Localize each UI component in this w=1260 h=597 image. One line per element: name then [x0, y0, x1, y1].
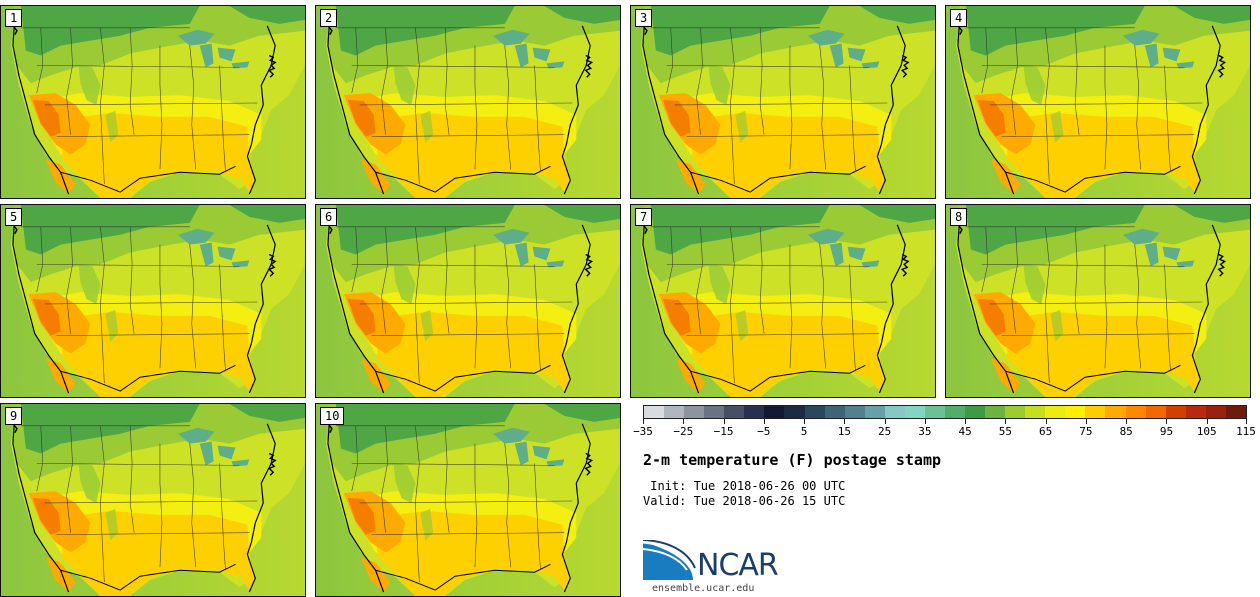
temperature-colorbar: [643, 405, 1247, 419]
colorbar-swatch: [1085, 406, 1106, 418]
colorbar-tick-label: 115: [1236, 425, 1256, 438]
colorbar-swatch: [844, 406, 865, 418]
colorbar-tick-label: 85: [1119, 425, 1133, 438]
colorbar-tick-label: −15: [713, 425, 734, 438]
ensemble-member-map-5[interactable]: 5: [0, 204, 306, 398]
colorbar-tick: [844, 419, 846, 424]
member-number-label: 8: [950, 208, 968, 226]
member-number-label: 7: [635, 208, 653, 226]
colorbar-swatch: [724, 406, 745, 418]
ensemble-member-map-2[interactable]: 2: [315, 5, 621, 199]
colorbar-tick-label: 15: [837, 425, 851, 438]
colorbar-tick-label: 35: [918, 425, 932, 438]
colorbar-swatch: [824, 406, 845, 418]
colorbar-tick: [924, 419, 926, 424]
colorbar-tick: [1085, 419, 1087, 424]
colorbar-tick-label: 95: [1159, 425, 1174, 438]
ensemble-member-map-8[interactable]: 8: [945, 204, 1251, 398]
chart-title: 2-m temperature (F) postage stamp: [643, 451, 942, 469]
colorbar-swatch: [644, 406, 665, 418]
colorbar-swatch: [884, 406, 905, 418]
colorbar-tick: [965, 419, 967, 424]
ensemble-member-map-6[interactable]: 6: [315, 204, 621, 398]
colorbar-tick-label: 75: [1079, 425, 1093, 438]
member-number-label: 6: [320, 208, 338, 226]
colorbar-tick-label: 25: [877, 425, 892, 438]
colorbar-tick: [723, 419, 725, 424]
colorbar-tick: [1126, 419, 1128, 424]
colorbar-tick: [804, 419, 806, 424]
colorbar-tick-label: −5: [757, 425, 771, 438]
colorbar-tick: [683, 419, 685, 424]
colorbar-swatch: [904, 406, 925, 418]
colorbar-tick: [1206, 419, 1208, 424]
colorbar-swatch: [1205, 406, 1226, 418]
colorbar-swatch: [864, 406, 885, 418]
ensemble-member-map-10[interactable]: 10: [315, 403, 621, 597]
colorbar-swatch: [1105, 406, 1126, 418]
colorbar-swatch: [1025, 406, 1046, 418]
colorbar-tick-label: −35: [633, 425, 653, 438]
colorbar-swatch: [784, 406, 805, 418]
colorbar-swatch: [1125, 406, 1146, 418]
ncar-logo-text: NCAR: [697, 548, 779, 583]
colorbar-tick-label: 105: [1196, 425, 1217, 438]
ensemble-member-map-4[interactable]: 4: [945, 5, 1251, 199]
colorbar-swatch: [804, 406, 825, 418]
member-number-label: 1: [5, 9, 23, 27]
colorbar-swatch: [1185, 406, 1206, 418]
member-number-label: 4: [950, 9, 968, 27]
colorbar-swatch: [944, 406, 965, 418]
ensemble-url: ensemble.ucar.edu: [652, 583, 755, 594]
colorbar-swatch: [1005, 406, 1026, 418]
colorbar-tick: [1166, 419, 1168, 424]
colorbar-swatch: [744, 406, 765, 418]
colorbar-swatch: [704, 406, 725, 418]
colorbar-tick: [643, 419, 644, 424]
colorbar-tick-label: −25: [673, 425, 694, 438]
valid-time: Valid: Tue 2018-06-26 15 UTC: [643, 494, 846, 508]
member-number-label: 3: [635, 9, 653, 27]
colorbar-swatch: [1225, 406, 1246, 418]
colorbar-swatch: [985, 406, 1006, 418]
colorbar-swatch: [1165, 406, 1186, 418]
ensemble-member-map-3[interactable]: 3: [630, 5, 936, 199]
colorbar-tick: [884, 419, 886, 424]
colorbar-swatch: [1045, 406, 1066, 418]
member-number-label: 9: [5, 407, 23, 425]
colorbar-swatch: [1145, 406, 1166, 418]
colorbar-ticks: [643, 419, 1247, 427]
ncar-logo-icon: [643, 540, 793, 584]
ensemble-member-map-9[interactable]: 9: [0, 403, 306, 597]
ensemble-member-map-1[interactable]: 1: [0, 5, 306, 199]
colorbar-tick: [1246, 419, 1247, 424]
colorbar-tick-label: 45: [958, 425, 972, 438]
colorbar-tick: [763, 419, 765, 424]
member-number-label: 2: [320, 9, 338, 27]
member-number-label: 5: [5, 208, 23, 226]
colorbar-tick: [1005, 419, 1007, 424]
colorbar-swatch: [764, 406, 785, 418]
colorbar-tick-label: 55: [998, 425, 1013, 438]
colorbar-swatch: [924, 406, 945, 418]
colorbar-swatch: [684, 406, 705, 418]
init-time: Init: Tue 2018-06-26 00 UTC: [643, 479, 846, 493]
colorbar-tick-labels: −35 −25 −15 −5 5 15 25 35 45 55 65 75 85 95 105 115: [633, 425, 1256, 439]
colorbar-tick-label: 65: [1039, 425, 1053, 438]
colorbar-tick: [1045, 419, 1047, 424]
colorbar-swatch: [965, 406, 986, 418]
colorbar-swatch: [1065, 406, 1086, 418]
ensemble-member-map-7[interactable]: 7: [630, 204, 936, 398]
colorbar-tick-label: 5: [800, 425, 808, 438]
member-number-label: 10: [320, 407, 345, 425]
colorbar-swatch: [664, 406, 685, 418]
